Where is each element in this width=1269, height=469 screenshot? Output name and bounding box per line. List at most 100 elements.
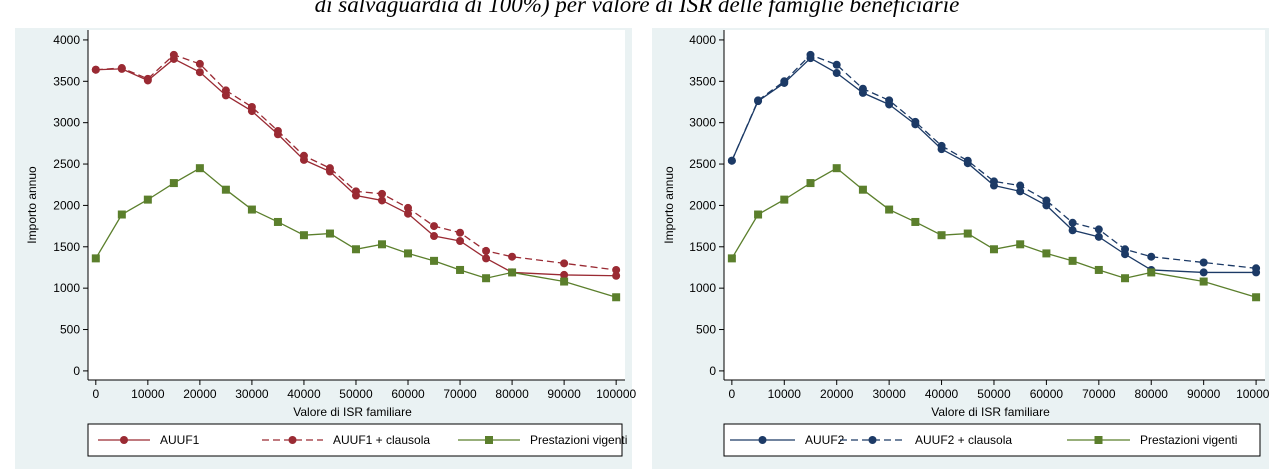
plot-area	[88, 30, 625, 380]
marker	[117, 64, 126, 73]
x-tick-label: 30000	[235, 387, 269, 401]
marker	[120, 436, 128, 444]
marker	[560, 277, 569, 286]
marker	[404, 249, 413, 258]
y-tick-label: 3500	[689, 74, 716, 88]
marker	[1147, 252, 1156, 261]
marker	[858, 185, 867, 194]
y-tick-label: 2000	[53, 198, 80, 212]
marker	[273, 126, 282, 135]
marker	[351, 245, 360, 254]
x-tick-label: 40000	[287, 387, 321, 401]
marker	[221, 185, 230, 194]
marker	[937, 141, 946, 150]
marker	[612, 293, 621, 302]
marker	[885, 96, 894, 105]
marker	[806, 50, 815, 59]
marker	[832, 69, 841, 78]
marker	[299, 231, 308, 240]
marker	[195, 164, 204, 173]
marker	[989, 177, 998, 186]
marker	[806, 179, 815, 188]
marker	[1121, 274, 1130, 283]
marker	[325, 229, 334, 238]
y-tick-label: 0	[709, 364, 716, 378]
marker	[612, 265, 621, 274]
x-tick-label: 20000	[820, 387, 854, 401]
legend-label: AUUF2 + clausola	[915, 433, 1012, 447]
marker	[430, 256, 439, 265]
x-tick-label: 40000	[925, 387, 959, 401]
marker	[1094, 232, 1103, 241]
marker	[1252, 293, 1261, 302]
y-tick-label: 0	[73, 364, 80, 378]
marker	[456, 228, 465, 237]
marker	[868, 436, 877, 444]
marker	[560, 270, 569, 279]
x-tick-label: 70000	[443, 387, 477, 401]
y-tick-label: 3000	[53, 116, 80, 130]
x-tick-label: 20000	[183, 387, 217, 401]
marker	[195, 59, 204, 68]
y-tick-label: 2500	[689, 157, 716, 171]
marker	[456, 236, 465, 245]
legend-label: AUUF2	[805, 433, 845, 447]
marker	[169, 179, 178, 188]
plot-area	[724, 30, 1265, 380]
marker	[117, 210, 126, 219]
marker	[221, 86, 230, 95]
y-tick-label: 500	[60, 323, 80, 337]
marker	[143, 195, 152, 204]
marker	[1147, 268, 1156, 277]
marker	[325, 164, 334, 173]
marker	[780, 195, 789, 204]
x-axis-label: Valore di ISR familiare	[293, 405, 412, 419]
marker	[963, 156, 972, 165]
y-tick-label: 3000	[689, 116, 716, 130]
marker	[1094, 225, 1103, 234]
marker	[508, 252, 517, 261]
marker	[754, 210, 763, 219]
marker	[482, 254, 491, 263]
x-tick-label: 10000	[768, 387, 802, 401]
marker	[727, 156, 736, 165]
marker	[1199, 277, 1208, 286]
marker	[247, 205, 256, 214]
y-tick-label: 500	[696, 323, 716, 337]
marker	[1094, 436, 1103, 444]
marker	[482, 274, 491, 283]
marker	[885, 205, 894, 214]
marker	[1016, 187, 1025, 196]
marker	[351, 187, 360, 196]
marker	[1094, 265, 1103, 274]
marker	[169, 50, 178, 59]
marker	[299, 151, 308, 160]
marker	[1068, 226, 1077, 235]
marker	[612, 271, 621, 280]
x-tick-label: 60000	[391, 387, 425, 401]
legend-label: AUUF1	[160, 433, 200, 447]
marker	[727, 254, 736, 263]
y-axis-label: Importo annuo	[25, 166, 39, 244]
x-tick-label: 70000	[1082, 387, 1116, 401]
marker	[560, 259, 569, 268]
x-tick-label: 50000	[977, 387, 1011, 401]
page-title: di salvaguardia di 100%) per valore di I…	[315, 0, 960, 17]
marker	[288, 436, 297, 444]
marker	[754, 96, 763, 105]
x-tick-label: 100000	[596, 387, 636, 401]
marker	[273, 217, 282, 226]
marker	[911, 117, 920, 126]
y-tick-label: 2500	[53, 157, 80, 171]
x-tick-label: 80000	[1135, 387, 1169, 401]
marker	[195, 68, 204, 77]
y-tick-label: 1500	[53, 240, 80, 254]
legend-label: Prestazioni vigenti	[530, 433, 627, 447]
legend-box	[723, 423, 1261, 457]
marker	[937, 231, 946, 240]
marker	[377, 240, 386, 249]
x-tick-label: 0	[729, 387, 736, 401]
marker	[377, 196, 386, 205]
marker	[456, 265, 465, 274]
y-tick-label: 4000	[689, 33, 716, 47]
